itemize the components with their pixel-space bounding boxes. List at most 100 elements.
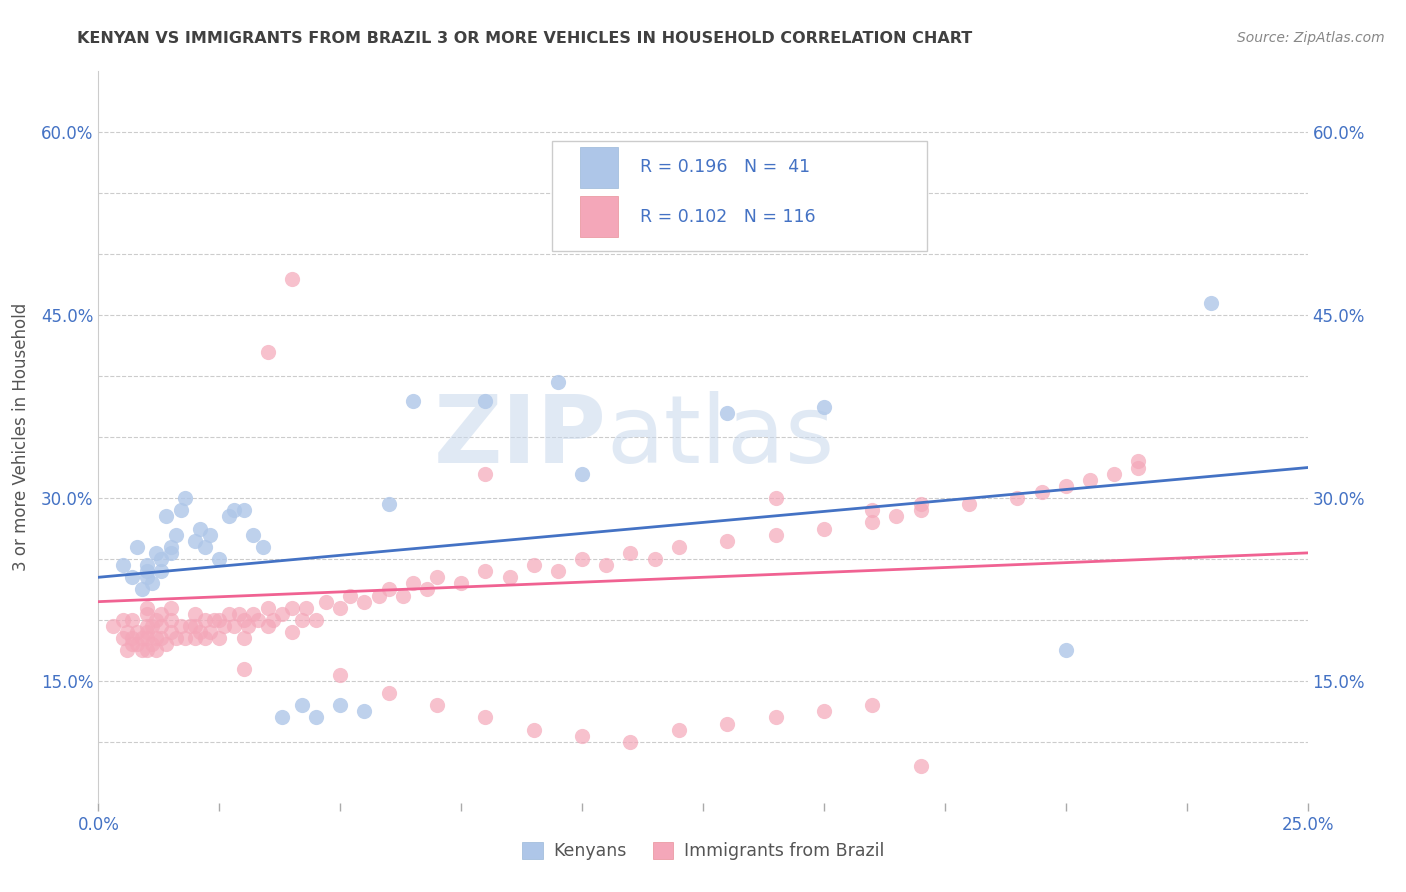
Point [184,533,207,548]
Point [169,503,191,517]
Point [111,613,134,627]
Point [188,625,211,640]
Point [135,600,157,615]
Point [1054,643,1077,657]
Point [111,632,134,646]
Point [498,570,520,584]
Point [416,582,439,597]
Point [765,710,787,724]
Point [1031,485,1053,500]
Point [474,710,496,724]
Text: R = 0.102   N = 116: R = 0.102 N = 116 [640,208,815,226]
Point [111,558,134,573]
Point [716,533,738,548]
Point [644,552,666,566]
Point [150,619,173,633]
Point [160,625,183,640]
Point [281,625,304,640]
Point [426,698,449,713]
Point [377,582,399,597]
Point [218,509,240,524]
Point [305,613,328,627]
Point [860,698,883,713]
Point [886,509,908,524]
Point [547,375,569,389]
Point [765,491,787,505]
Point [117,643,139,657]
Point [121,613,143,627]
Point [141,576,163,591]
Point [135,564,157,578]
Point [222,503,245,517]
Point [127,540,149,554]
Point [135,570,157,584]
Point [290,698,312,713]
Point [121,570,143,584]
Point [198,625,221,640]
Point [368,589,391,603]
Point [910,503,932,517]
Point [392,589,415,603]
Point [523,723,546,737]
Point [131,582,153,597]
Point [194,632,217,646]
Point [1007,491,1029,505]
Point [222,619,245,633]
Point [377,686,399,700]
Point [860,516,883,530]
Point [141,619,163,633]
Point [101,619,124,633]
Point [194,613,217,627]
Point [1078,473,1101,487]
Point [135,619,157,633]
Point [145,643,167,657]
Text: ZIP: ZIP [433,391,606,483]
Point [716,716,738,731]
Point [141,637,163,651]
Point [135,632,157,646]
Point [160,540,183,554]
Point [329,600,352,615]
Point [247,613,270,627]
Point [339,589,361,603]
Point [813,521,835,535]
Point [135,625,157,640]
Point [474,564,496,578]
Point [198,527,221,541]
Point [165,527,187,541]
Point [281,271,304,285]
Point [571,467,593,481]
Point [402,576,425,591]
Point [305,710,328,724]
Point [160,600,183,615]
Point [256,619,278,633]
Point [668,540,690,554]
Point [860,503,883,517]
Point [184,632,207,646]
Point [474,393,496,408]
Point [160,613,183,627]
Point [232,662,254,676]
Point [212,619,235,633]
Point [271,710,294,724]
Point [910,759,932,773]
Text: R = 0.196   N =  41: R = 0.196 N = 41 [640,159,810,177]
Point [208,632,231,646]
Text: KENYAN VS IMMIGRANTS FROM BRAZIL 3 OR MORE VEHICLES IN HOUSEHOLD CORRELATION CHA: KENYAN VS IMMIGRANTS FROM BRAZIL 3 OR MO… [77,31,973,46]
Point [121,637,143,651]
Point [1102,467,1125,481]
Point [547,564,569,578]
Point [131,632,153,646]
Point [252,540,274,554]
Point [127,637,149,651]
Point [619,735,641,749]
Point [194,540,217,554]
Point [426,570,449,584]
Point [165,632,187,646]
Point [910,497,932,511]
Text: atlas: atlas [606,391,835,483]
Point [1128,460,1150,475]
Point [150,564,173,578]
Point [256,600,278,615]
Y-axis label: 3 or more Vehicles in Household: 3 or more Vehicles in Household [11,303,30,571]
